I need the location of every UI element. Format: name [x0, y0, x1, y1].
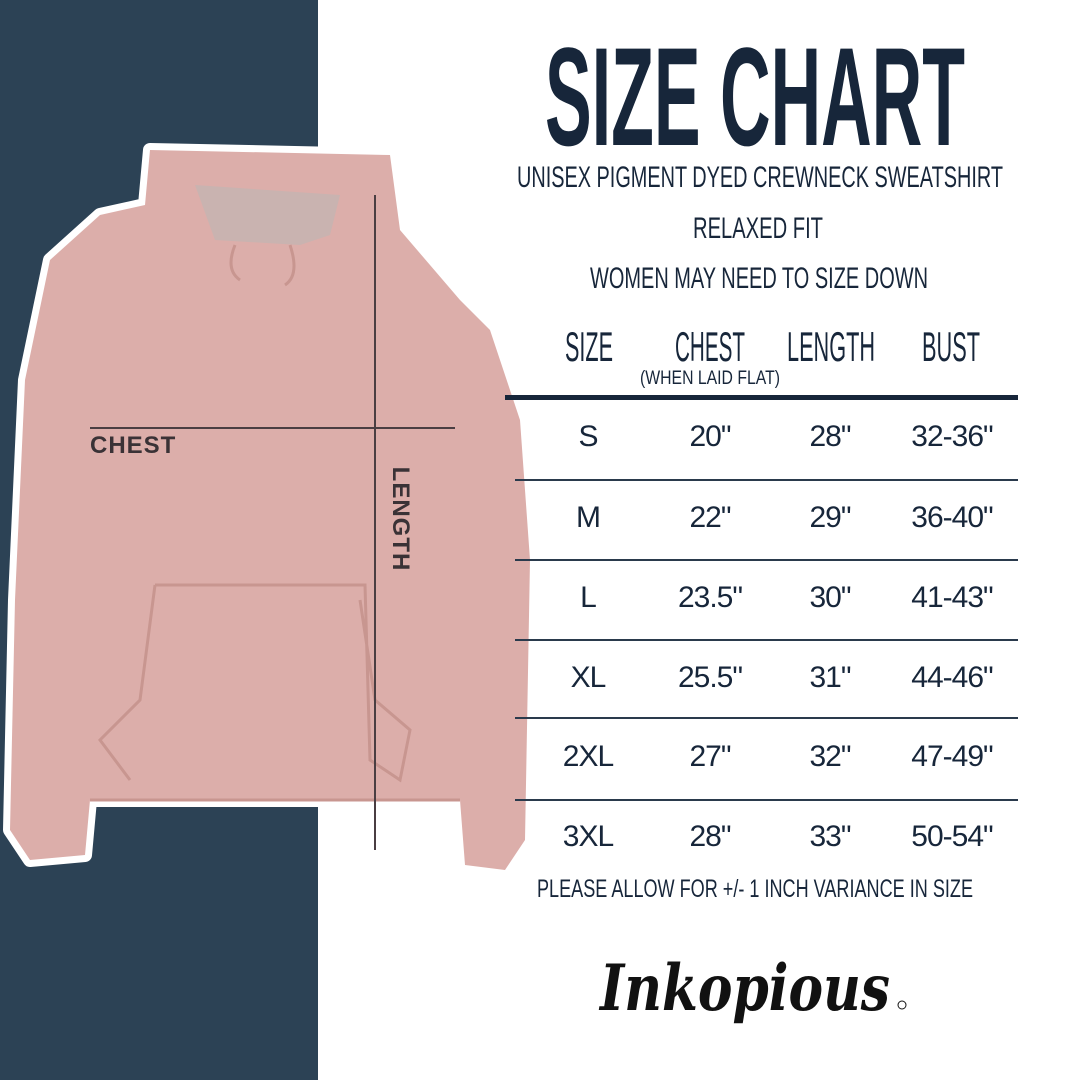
cell-chest: 25.5" — [677, 661, 743, 694]
cell-length: 28" — [809, 420, 851, 453]
variance-disclaimer: PLEASE ALLOW FOR +/- 1 INCH VARIANCE IN … — [537, 875, 973, 902]
hoodie-image — [10, 150, 530, 870]
page-title: SIZE CHART — [545, 25, 965, 155]
svg-text:LENGTH: LENGTH — [787, 326, 875, 366]
product-subtitle: UNISEX PIGMENT DYED CREWNECK SWEATSHIRT — [517, 161, 1003, 192]
svg-text:SIZE CHART: SIZE CHART — [545, 25, 965, 155]
cell-size: 2XL — [562, 740, 614, 773]
cell-chest: 27" — [689, 740, 731, 773]
svg-text:BUST: BUST — [922, 326, 980, 366]
inkopious-logo: Inkopious — [598, 951, 907, 1026]
cell-bust: 44-46" — [911, 661, 993, 694]
fit-label: RELAXED FIT — [693, 212, 823, 243]
cell-size: 3XL — [562, 820, 614, 853]
cell-size: M — [576, 501, 601, 534]
chest-measure-label: CHEST — [90, 432, 177, 459]
header-chest: CHEST — [675, 326, 745, 366]
cell-bust: 36-40" — [911, 501, 993, 534]
svg-text:WOMEN MAY NEED TO SIZE DOWN: WOMEN MAY NEED TO SIZE DOWN — [590, 262, 928, 293]
cell-size: XL — [570, 661, 607, 694]
length-measure-label: LENGTH — [387, 466, 414, 572]
cell-length: 29" — [809, 501, 851, 534]
cell-length: 31" — [809, 661, 851, 694]
chest-note: (WHEN LAID FLAT) — [640, 368, 780, 388]
row-divider — [515, 799, 1018, 801]
svg-text:CHEST: CHEST — [675, 326, 745, 366]
cell-length: 30" — [809, 581, 851, 614]
svg-text:RELAXED FIT: RELAXED FIT — [693, 212, 823, 243]
row-divider — [515, 639, 1018, 641]
cell-bust: 50-54" — [911, 820, 993, 853]
cell-bust: 41-43" — [911, 581, 993, 614]
cell-chest: 22" — [689, 501, 731, 534]
cell-length: 33" — [809, 820, 851, 853]
cell-bust: 47-49" — [911, 740, 993, 773]
header-length: LENGTH — [787, 326, 875, 366]
svg-text:(WHEN LAID FLAT): (WHEN LAID FLAT) — [640, 368, 780, 388]
cell-size: S — [578, 420, 598, 453]
row-divider — [515, 559, 1018, 561]
row-divider — [515, 479, 1018, 481]
cell-length: 32" — [809, 740, 851, 773]
header-divider — [505, 395, 1018, 400]
header-bust: BUST — [922, 326, 980, 366]
svg-text:SIZE: SIZE — [565, 326, 613, 366]
svg-text:Inkopious: Inkopious — [598, 951, 890, 1026]
cell-chest: 28" — [689, 820, 731, 853]
cell-size: L — [580, 581, 597, 614]
sizing-advice: WOMEN MAY NEED TO SIZE DOWN — [590, 262, 928, 293]
header-size: SIZE — [565, 326, 613, 366]
cell-chest: 23.5" — [677, 581, 743, 614]
svg-text:UNISEX PIGMENT DYED CREWNECK S: UNISEX PIGMENT DYED CREWNECK SWEATSHIRT — [517, 161, 1003, 192]
cell-chest: 20" — [689, 420, 731, 453]
svg-text:PLEASE ALLOW FOR +/- 1 INCH VA: PLEASE ALLOW FOR +/- 1 INCH VARIANCE IN … — [537, 875, 973, 902]
cell-bust: 32-36" — [911, 420, 993, 453]
row-divider — [515, 717, 1018, 719]
